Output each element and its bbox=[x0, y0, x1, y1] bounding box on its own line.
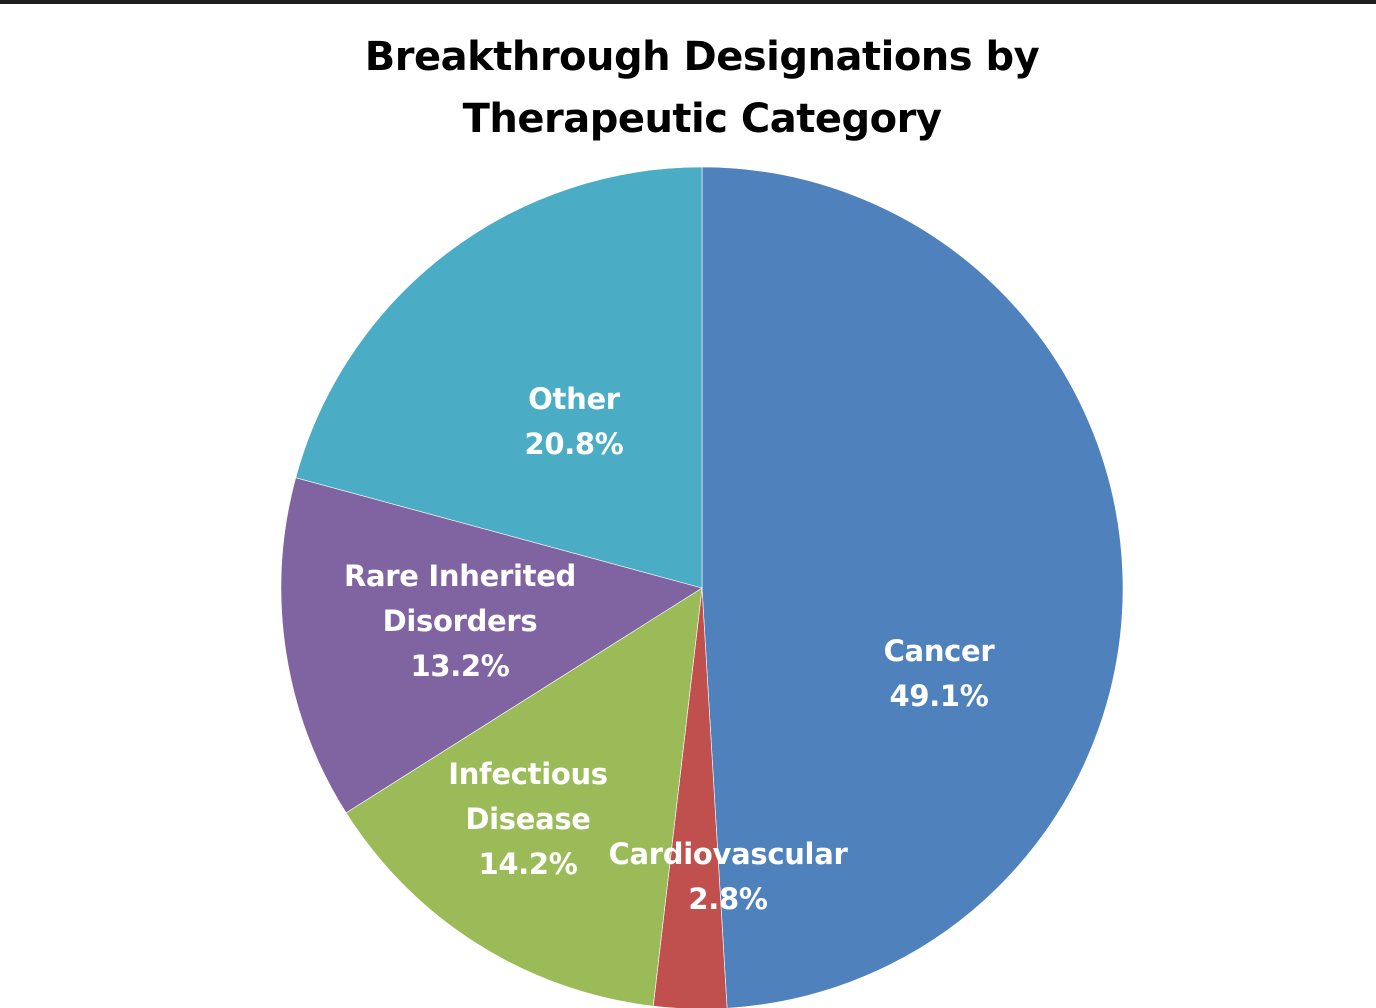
chart-title-line-2: Therapeutic Category bbox=[462, 96, 942, 142]
chart-title: Breakthrough Designations by Therapeutic… bbox=[0, 26, 1376, 150]
chart-title-line-1: Breakthrough Designations by bbox=[364, 34, 1040, 80]
slice-other bbox=[295, 166, 703, 589]
data-label-cardiovascular: Cardiovascular 2.8% bbox=[608, 837, 848, 916]
slice-rare-inherited-disorders bbox=[280, 477, 703, 814]
data-label-cancer: Cancer 49.1% bbox=[883, 634, 995, 713]
data-label-other: Other 20.8% bbox=[524, 382, 624, 461]
slice-cancer bbox=[701, 166, 1124, 1008]
slice-infectious-disease bbox=[345, 587, 703, 1007]
data-label-infectious-disease: Infectious Disease 14.2% bbox=[448, 757, 608, 881]
top-window-bar bbox=[0, 0, 1376, 4]
data-label-rare-inherited-disorders: Rare Inherited Disorders 13.2% bbox=[343, 559, 577, 683]
